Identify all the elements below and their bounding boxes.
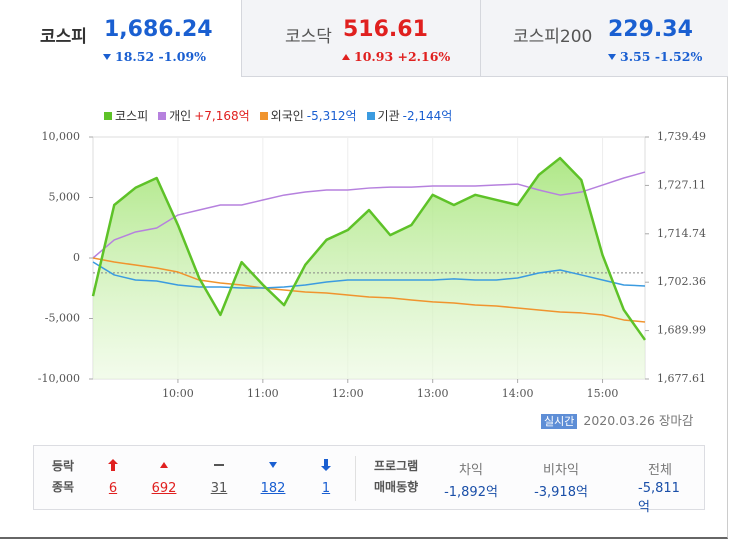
area (93, 158, 645, 379)
chart: 10:00 11:00 12:00 13:00 14:00 15:00 -10,000 -5,… (38, 130, 706, 400)
column-value: -5,811억 (638, 481, 680, 515)
y-tick-label: -5,000 (45, 312, 80, 325)
rate: -1.52% (654, 49, 703, 64)
x-tick-label: 15:00 (587, 387, 619, 400)
y2-tick-label: 1,677.61 (657, 372, 706, 385)
x-tick-label: 12:00 (332, 387, 364, 400)
icon-lower-limit (321, 459, 331, 471)
x-tick-label: 13:00 (417, 387, 449, 400)
label-line: 매매동향 (374, 480, 419, 494)
icon-up (160, 462, 168, 468)
legend-item: 외국인 -5,312억 (259, 107, 357, 124)
summary-box: 등락 종목 6 692 31 182 1 프로그램 매매동향 차익 -1,892억 … (33, 445, 705, 515)
x-tick-label: 14:00 (502, 387, 534, 400)
column-name: 전체 (648, 463, 672, 478)
tab-name: 코스닥 (285, 27, 332, 47)
legend-total: -5,312억 (306, 109, 357, 123)
legend-item: 기관 -2,144억 (366, 107, 453, 124)
x-tick-label: 10:00 (162, 387, 194, 400)
label-line: 등락 (52, 459, 75, 473)
series-line (92, 257, 646, 323)
count[interactable]: 31 (210, 481, 228, 496)
rate: -1.09% (158, 49, 207, 64)
tab-value: 1,686.24 (104, 17, 213, 42)
y-tick-label: 10,000 (42, 130, 81, 143)
legend-swatch (158, 111, 167, 120)
series-line (92, 261, 646, 289)
frame (0, 0, 728, 539)
label-line: 프로그램 (374, 459, 419, 473)
icon-flat (214, 464, 224, 466)
tab-value: 516.61 (343, 17, 428, 42)
rate: +2.16% (397, 49, 451, 64)
y2-tick-label: 1,739.49 (657, 130, 706, 143)
status: 실시간 2020.03.26 장마감 (541, 410, 693, 429)
series-line (92, 171, 646, 259)
icon-down (269, 462, 277, 468)
legend-label: 개인 (169, 109, 192, 123)
y-tick-label: 0 (73, 251, 80, 264)
legend-item: 코스피 (104, 107, 148, 124)
change: 18.52 (115, 49, 155, 64)
date: 2020.03.26 장마감 (583, 413, 694, 428)
y-tick-label: -10,000 (38, 372, 80, 385)
tab[interactable]: 코스닥 516.61 10.93 +2.16% (241, 0, 480, 77)
count[interactable]: 1 (321, 481, 331, 496)
legend-swatch (259, 111, 268, 120)
y2-tick-label: 1,727.11 (657, 178, 706, 191)
y2-tick-label: 1,714.74 (657, 227, 706, 240)
legend-swatch (104, 111, 112, 120)
tab-name: 코스피 (40, 27, 87, 47)
count[interactable]: 692 (151, 481, 177, 496)
count[interactable]: 6 (108, 481, 118, 496)
legend-label: 코스피 (115, 109, 149, 123)
legend-item: 개인 +7,168억 (158, 107, 250, 124)
change: 3.55 (620, 49, 651, 64)
column-value: -3,918억 (534, 485, 588, 500)
y2-tick-label: 1,702.36 (657, 275, 706, 288)
y2-tick-label: 1,689.99 (657, 324, 706, 337)
tab-change: 3.55 -1.52% (608, 49, 702, 64)
count[interactable]: 182 (260, 481, 286, 496)
tab-change: 18.52 -1.09% (103, 49, 206, 64)
tab-name: 코스피200 (513, 27, 593, 47)
y-tick-label: 5,000 (49, 191, 81, 204)
x-tick-label: 11:00 (247, 387, 279, 400)
tab-change: 10.93 +2.16% (342, 49, 450, 64)
column-name: 비차익 (543, 463, 579, 478)
tab[interactable]: 코스피 1,686.24 18.52 -1.09% (0, 0, 241, 77)
change: 10.93 (354, 49, 394, 64)
icon-upper-limit (108, 459, 118, 471)
legend-total: +7,168억 (194, 109, 250, 123)
legend-label: 외국인 (270, 109, 304, 123)
legend: 코스피 개인 +7,168억 외국인 -5,312억 기관 -2,144억 (104, 107, 452, 124)
badge: 실시간 (541, 414, 578, 429)
legend-swatch (366, 111, 375, 120)
legend-total: -2,144억 (402, 109, 453, 123)
label-line: 종목 (52, 480, 75, 494)
column-name: 차익 (459, 463, 483, 478)
tab[interactable]: 코스피200 229.34 3.55 -1.52% (480, 0, 728, 77)
tab-value: 229.34 (608, 17, 693, 42)
legend-label: 기관 (377, 109, 400, 123)
series-line (91, 156, 647, 341)
column-value: -1,892억 (444, 485, 498, 500)
divider (355, 456, 356, 501)
